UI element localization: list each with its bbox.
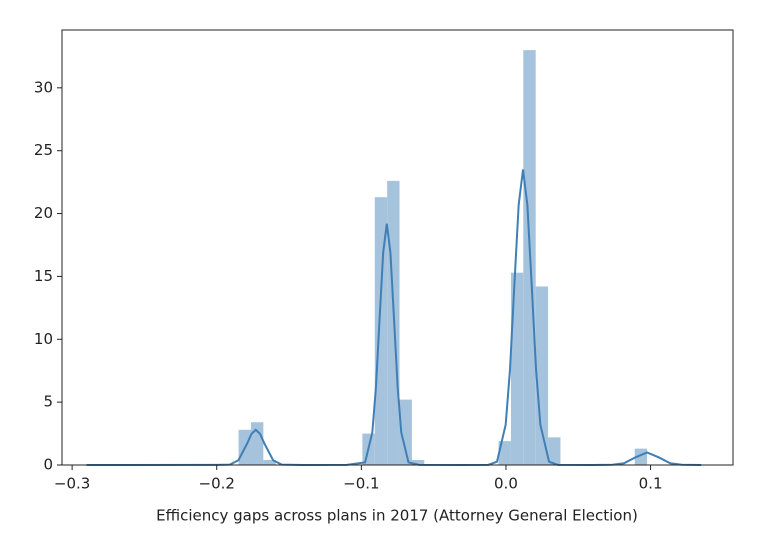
y-tick-label: 20 bbox=[34, 204, 53, 222]
bar bbox=[548, 437, 561, 465]
y-tick-label: 10 bbox=[34, 330, 53, 348]
x-tick-label: −0.3 bbox=[54, 475, 90, 493]
bar bbox=[498, 441, 511, 465]
x-tick-label: −0.2 bbox=[199, 475, 235, 493]
bar bbox=[510, 272, 524, 465]
x-axis-label: Efficiency gaps across plans in 2017 (At… bbox=[156, 507, 638, 525]
y-tick-label: 5 bbox=[43, 393, 53, 411]
x-tick-label: 0.0 bbox=[494, 475, 518, 493]
bar bbox=[535, 286, 549, 465]
bar bbox=[250, 422, 264, 465]
y-tick-label: 15 bbox=[34, 267, 53, 285]
x-tick-label: −0.1 bbox=[343, 475, 379, 493]
y-tick-label: 0 bbox=[43, 456, 53, 474]
bar bbox=[374, 197, 388, 465]
bar bbox=[399, 399, 412, 465]
y-tick-label: 30 bbox=[34, 78, 53, 96]
bar bbox=[263, 459, 276, 465]
x-tick-label: 0.1 bbox=[639, 475, 663, 493]
plot-frame bbox=[61, 29, 734, 466]
y-tick-label: 25 bbox=[34, 141, 53, 159]
bar bbox=[411, 459, 425, 465]
